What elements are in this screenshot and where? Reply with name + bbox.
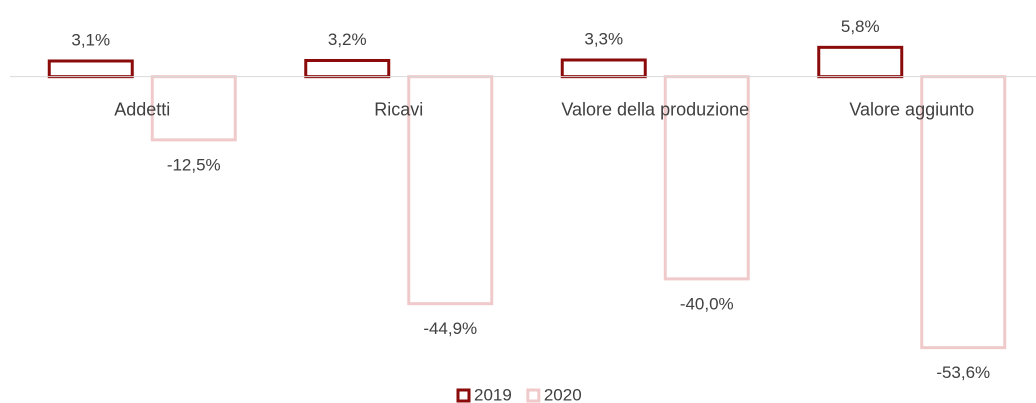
bar <box>560 58 647 79</box>
legend-swatch <box>526 388 541 403</box>
value-label: -44,9% <box>423 319 477 338</box>
legend-swatch <box>456 388 471 403</box>
x-tick-label: Ricavi <box>374 99 423 119</box>
value-label: 3,2% <box>328 30 367 49</box>
value-label: -53,6% <box>936 363 990 382</box>
value-label: -12,5% <box>167 155 221 174</box>
value-label: 3,1% <box>71 30 110 49</box>
bar <box>47 59 134 79</box>
x-tick-label: Valore della produzione <box>561 99 749 119</box>
bar <box>304 58 391 79</box>
value-label: -40,0% <box>680 294 734 313</box>
legend-label: 2020 <box>544 385 582 403</box>
legend-label: 2019 <box>474 385 512 403</box>
x-tick-label: Valore aggiunto <box>849 99 974 119</box>
value-label: 3,3% <box>584 29 623 48</box>
x-tick-label: Addetti <box>114 99 170 119</box>
value-label: 5,8% <box>841 17 880 36</box>
bar <box>817 45 904 79</box>
